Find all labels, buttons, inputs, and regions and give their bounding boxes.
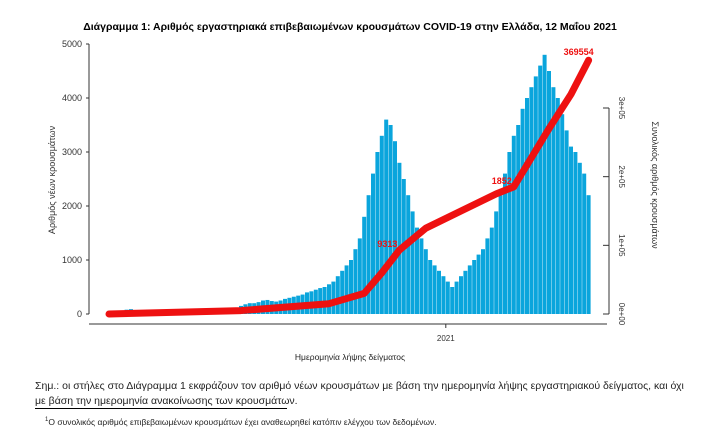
y-tick-label: 2000 xyxy=(62,201,82,211)
bar xyxy=(437,270,441,314)
bar xyxy=(472,260,477,314)
bar xyxy=(322,287,327,314)
bar xyxy=(582,173,587,314)
bar xyxy=(331,281,336,314)
x-tick-label: 2021 xyxy=(437,334,455,343)
bar xyxy=(388,125,393,314)
bar xyxy=(393,141,397,314)
bar xyxy=(573,152,578,314)
bar xyxy=(586,195,591,314)
bar xyxy=(379,135,384,314)
bar xyxy=(503,173,507,314)
bar xyxy=(489,227,494,314)
y2-tick-label: 0e+00 xyxy=(617,303,626,326)
y-tick-label: 4000 xyxy=(62,93,82,103)
footnote-mark: 1 xyxy=(45,417,49,424)
bar xyxy=(362,216,367,314)
bar xyxy=(335,276,340,314)
y-tick-label: 5000 xyxy=(62,39,82,49)
bar xyxy=(415,227,419,314)
bar xyxy=(450,287,455,314)
y2-tick-label: 2e+05 xyxy=(617,165,626,188)
bar xyxy=(340,270,345,314)
cumulative-line xyxy=(105,56,593,318)
cumulative-annotation: 9313 xyxy=(377,239,397,249)
bar xyxy=(560,114,565,314)
bar xyxy=(467,265,472,314)
bar xyxy=(525,98,529,314)
bar xyxy=(366,195,371,314)
bar xyxy=(423,249,428,314)
y2-axis-label: Συνολικός αριθμός κρουσμάτων xyxy=(650,121,660,249)
bar xyxy=(357,238,362,314)
bar xyxy=(481,249,485,314)
bar xyxy=(441,276,446,314)
footnote-text: Ο συνολικός αριθμός επιβεβαιωμένων κρουσ… xyxy=(48,417,437,427)
covid-chart: Διάγραμμα 1: Αριθμός εργαστηριακά επιβεβ… xyxy=(47,21,660,362)
bar xyxy=(564,130,569,314)
bar xyxy=(406,195,411,314)
bar xyxy=(551,87,556,314)
bar xyxy=(410,211,415,314)
bar xyxy=(384,119,389,314)
y-axis-label: Αριθμός νέων κρουσμάτων xyxy=(47,125,57,234)
cumulative-annotation: 369554 xyxy=(564,47,594,57)
chart-title: Διάγραμμα 1: Αριθμός εργαστηριακά επιβεβ… xyxy=(83,21,617,33)
bar xyxy=(538,65,543,314)
bar xyxy=(547,71,551,314)
bar xyxy=(397,162,402,314)
bar xyxy=(555,98,560,314)
bar xyxy=(459,276,463,314)
bar xyxy=(511,135,516,314)
note-line-1: Σημ.: οι στήλες στο Διάγραμμα 1 εκφράζου… xyxy=(35,380,684,392)
bar xyxy=(577,162,582,314)
bar xyxy=(445,281,450,314)
y2-tick-label: 3e+05 xyxy=(617,97,626,120)
bar xyxy=(494,211,499,314)
y-tick-label: 0 xyxy=(77,309,82,319)
bar xyxy=(507,152,512,314)
bar xyxy=(344,265,349,314)
bar xyxy=(349,260,353,314)
y-tick-label: 1000 xyxy=(62,255,82,265)
x-axis-label: Ημερομηνία λήψης δείγματος xyxy=(295,352,405,362)
bar xyxy=(529,87,534,314)
footnote: 1Ο συνολικός αριθμός επιβεβαιωμένων κρου… xyxy=(45,417,437,427)
bar xyxy=(463,270,468,314)
bar xyxy=(485,238,490,314)
bar xyxy=(428,260,433,314)
y2-tick-label: 1e+05 xyxy=(617,234,626,257)
bar xyxy=(454,281,459,314)
y-tick-label: 3000 xyxy=(62,147,82,157)
bar xyxy=(569,146,573,314)
bar xyxy=(375,152,380,314)
bar xyxy=(516,125,521,314)
bar xyxy=(476,254,481,314)
cumulative-annotation: 1852 xyxy=(492,176,512,186)
bar xyxy=(542,54,547,315)
bar xyxy=(520,108,525,314)
bar xyxy=(371,173,375,314)
bar xyxy=(327,284,331,314)
bar xyxy=(533,76,538,315)
bar xyxy=(432,265,437,314)
note-line-2: με βάση την ημερομηνία ανακοίνωσης των κ… xyxy=(35,395,298,407)
bar xyxy=(353,249,358,314)
footnote-divider xyxy=(35,408,287,409)
bar xyxy=(498,195,503,314)
bar xyxy=(419,238,424,314)
